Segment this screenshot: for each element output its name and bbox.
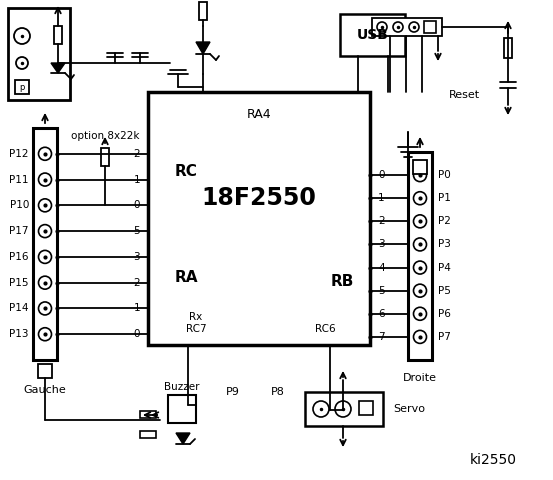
Text: P9: P9 <box>226 387 240 397</box>
Text: RC7: RC7 <box>186 324 206 334</box>
Bar <box>424 21 436 33</box>
Text: 7: 7 <box>378 332 385 342</box>
Text: Droite: Droite <box>403 373 437 383</box>
Text: P5: P5 <box>438 286 451 296</box>
Circle shape <box>39 199 51 212</box>
Text: 5: 5 <box>133 226 140 236</box>
Text: 1: 1 <box>133 175 140 184</box>
Circle shape <box>335 401 351 417</box>
Text: Rx: Rx <box>189 312 202 322</box>
Circle shape <box>414 168 426 181</box>
Text: 2: 2 <box>378 216 385 227</box>
Text: option 8x22k: option 8x22k <box>71 131 139 141</box>
Bar <box>305 392 383 426</box>
Bar <box>54 26 62 44</box>
Text: Buzzer: Buzzer <box>164 382 200 392</box>
Bar <box>504 38 512 58</box>
Bar <box>33 128 57 360</box>
Text: P17: P17 <box>9 226 29 236</box>
Text: P14: P14 <box>9 303 29 313</box>
Circle shape <box>414 192 426 205</box>
Circle shape <box>39 225 51 238</box>
Text: 4: 4 <box>378 263 385 273</box>
Text: 0: 0 <box>378 170 384 180</box>
Text: P2: P2 <box>438 216 451 227</box>
Circle shape <box>377 22 387 32</box>
Circle shape <box>39 251 51 264</box>
Circle shape <box>409 22 419 32</box>
Text: P16: P16 <box>9 252 29 262</box>
Bar <box>408 152 432 360</box>
Text: P4: P4 <box>438 263 451 273</box>
Text: P15: P15 <box>9 277 29 288</box>
Polygon shape <box>176 433 190 444</box>
Text: Servo: Servo <box>393 404 425 414</box>
Text: RC6: RC6 <box>315 324 335 334</box>
Text: P12: P12 <box>9 149 29 159</box>
Bar <box>413 160 427 174</box>
Text: P6: P6 <box>438 309 451 319</box>
Circle shape <box>414 238 426 251</box>
Bar <box>140 431 156 438</box>
Bar <box>8 8 70 100</box>
Circle shape <box>39 173 51 186</box>
Text: USB: USB <box>357 28 388 42</box>
Circle shape <box>39 302 51 315</box>
Bar <box>148 92 370 345</box>
Text: 3: 3 <box>133 252 140 262</box>
Text: P0: P0 <box>438 170 451 180</box>
Text: RB: RB <box>330 275 354 289</box>
Bar <box>372 18 442 36</box>
Bar <box>101 148 109 166</box>
Bar <box>340 14 405 56</box>
Text: RA4: RA4 <box>247 108 272 120</box>
Circle shape <box>414 284 426 297</box>
Text: P13: P13 <box>9 329 29 339</box>
Text: P1: P1 <box>438 193 451 203</box>
Bar <box>140 411 156 418</box>
Bar <box>168 395 196 423</box>
Circle shape <box>414 215 426 228</box>
Text: P7: P7 <box>438 332 451 342</box>
Text: ki2550: ki2550 <box>470 453 517 467</box>
Circle shape <box>414 307 426 320</box>
Bar <box>38 364 52 378</box>
Text: 1: 1 <box>378 193 385 203</box>
Text: 2: 2 <box>133 277 140 288</box>
Circle shape <box>414 261 426 274</box>
Text: RA: RA <box>174 269 198 285</box>
Text: 3: 3 <box>378 240 385 250</box>
Circle shape <box>39 147 51 160</box>
Text: 6: 6 <box>378 309 385 319</box>
Text: Reset: Reset <box>449 90 480 100</box>
Circle shape <box>414 330 426 343</box>
Text: 0: 0 <box>133 329 140 339</box>
Text: P11: P11 <box>9 175 29 184</box>
Text: 18F2550: 18F2550 <box>201 186 316 210</box>
Polygon shape <box>196 42 210 54</box>
Bar <box>359 401 373 415</box>
Text: RC: RC <box>175 165 197 180</box>
Circle shape <box>16 57 28 69</box>
Text: p: p <box>19 83 25 92</box>
Circle shape <box>393 22 403 32</box>
Text: 0: 0 <box>133 200 140 210</box>
Bar <box>199 2 207 20</box>
Text: Gauche: Gauche <box>24 385 66 395</box>
Text: P10: P10 <box>9 200 29 210</box>
Text: P3: P3 <box>438 240 451 250</box>
Text: 1: 1 <box>133 303 140 313</box>
Circle shape <box>14 28 30 44</box>
Circle shape <box>39 328 51 341</box>
Bar <box>15 80 29 94</box>
Text: P8: P8 <box>271 387 285 397</box>
Text: 2: 2 <box>133 149 140 159</box>
Text: 5: 5 <box>378 286 385 296</box>
Circle shape <box>313 401 329 417</box>
Polygon shape <box>51 63 65 73</box>
Circle shape <box>39 276 51 289</box>
